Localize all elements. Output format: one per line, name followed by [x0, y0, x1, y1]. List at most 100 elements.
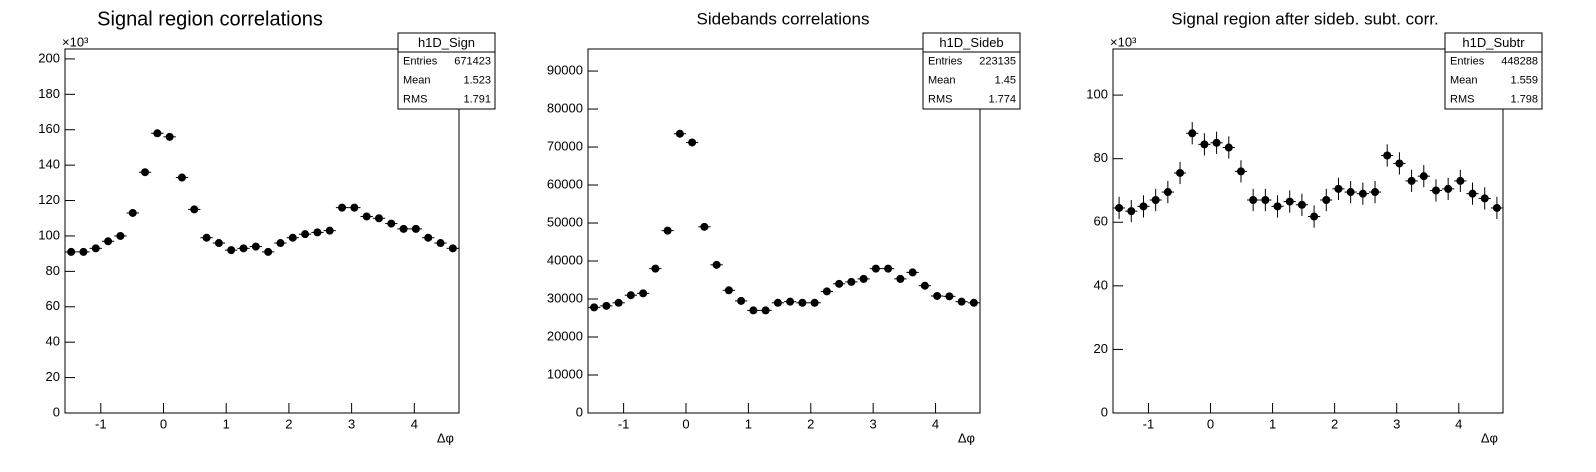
data-point	[749, 306, 758, 315]
data-point	[798, 298, 807, 307]
data-point	[1322, 196, 1331, 205]
stats-label: RMS	[403, 93, 427, 105]
y-tick-label: 160	[38, 121, 60, 136]
data-point	[411, 224, 420, 233]
y-tick-label: 200	[38, 50, 60, 65]
stats-label: RMS	[1450, 93, 1474, 105]
x-tick-label: 1	[1269, 416, 1276, 431]
stats-value: 1.45	[995, 74, 1016, 86]
data-point	[1310, 212, 1319, 221]
x-tick-label: 2	[1331, 416, 1338, 431]
data-point	[786, 297, 795, 306]
y-tick-label: 70000	[547, 138, 583, 153]
y-tick-label: 60000	[547, 176, 583, 191]
data-point	[1334, 184, 1343, 193]
data-point	[1444, 184, 1453, 193]
data-point	[141, 168, 150, 177]
data-point	[957, 297, 966, 306]
data-point	[1492, 203, 1501, 212]
y-tick-label: 40	[1094, 277, 1108, 292]
data-point	[1224, 143, 1233, 152]
stats-label: Entries	[403, 55, 438, 67]
y-multiplier: ×10³	[1110, 34, 1137, 49]
y-tick-label: 80	[46, 263, 60, 278]
data-point	[153, 129, 162, 138]
data-point	[614, 298, 623, 307]
data-point	[1212, 138, 1221, 147]
chart-title: Signal region after sideb. subt. corr.	[1171, 9, 1438, 28]
y-tick-label: 180	[38, 86, 60, 101]
data-point	[177, 173, 186, 182]
x-axis-label: Δφ	[958, 430, 975, 445]
stats-label: Mean	[403, 74, 431, 86]
data-point	[639, 289, 648, 298]
x-axis-label: Δφ	[437, 430, 454, 445]
data-point	[448, 244, 457, 253]
y-tick-label: 100	[38, 227, 60, 242]
x-tick-label: -1	[1143, 416, 1155, 431]
y-tick-label: 0	[576, 404, 583, 419]
y-tick-label: 140	[38, 157, 60, 172]
data-point	[602, 301, 611, 310]
stats-box	[922, 32, 1021, 110]
y-tick-label: 90000	[547, 62, 583, 77]
stats-box	[1444, 32, 1543, 110]
stats-label: Entries	[1450, 55, 1485, 67]
y-tick-label: 40000	[547, 252, 583, 267]
data-point	[424, 233, 433, 242]
data-point	[724, 286, 733, 295]
data-point	[1273, 202, 1282, 211]
data-point	[1383, 151, 1392, 160]
data-point	[626, 291, 635, 300]
data-point	[104, 237, 113, 246]
data-point	[1115, 203, 1124, 212]
data-point	[1358, 189, 1367, 198]
data-point	[338, 203, 347, 212]
data-point	[712, 260, 721, 269]
x-tick-label: 0	[682, 416, 689, 431]
x-tick-label: 1	[745, 416, 752, 431]
data-point	[1285, 197, 1294, 206]
data-point	[276, 239, 285, 248]
x-tick-label: 4	[932, 416, 939, 431]
data-point	[1176, 168, 1185, 177]
data-point	[1419, 172, 1428, 181]
data-point	[859, 274, 868, 283]
y-tick-label: 50000	[547, 214, 583, 229]
data-point	[1395, 159, 1404, 168]
data-point	[79, 247, 88, 256]
x-tick-label: -1	[95, 416, 107, 431]
data-point	[67, 247, 76, 256]
y-tick-label: 0	[53, 404, 60, 419]
data-point	[165, 132, 174, 141]
data-point	[1371, 188, 1380, 197]
stats-value: 1.523	[463, 74, 491, 86]
data-point	[1346, 188, 1355, 197]
x-tick-label: 3	[348, 416, 355, 431]
data-point	[128, 208, 137, 217]
stats-value: 1.798	[1510, 93, 1538, 105]
data-point	[737, 296, 746, 305]
data-point	[822, 287, 831, 296]
y-tick-label: 30000	[547, 290, 583, 305]
x-axis-label: Δφ	[1481, 430, 1498, 445]
data-point	[969, 298, 978, 307]
data-point	[387, 219, 396, 228]
data-point	[264, 247, 273, 256]
y-tick-label: 20000	[547, 328, 583, 343]
data-point	[933, 291, 942, 300]
stats-label: RMS	[928, 93, 952, 105]
data-point	[871, 264, 880, 273]
y-tick-label: 60	[1094, 214, 1108, 229]
stats-label: Mean	[928, 74, 956, 86]
data-point	[239, 244, 248, 253]
data-point	[884, 264, 893, 273]
y-tick-label: 80000	[547, 100, 583, 115]
data-point	[288, 233, 297, 242]
data-point	[700, 222, 709, 231]
y-tick-label: 10000	[547, 366, 583, 381]
stats-value: 671423	[454, 55, 491, 67]
data-point	[1127, 207, 1136, 216]
stats-value: 1.791	[463, 93, 491, 105]
